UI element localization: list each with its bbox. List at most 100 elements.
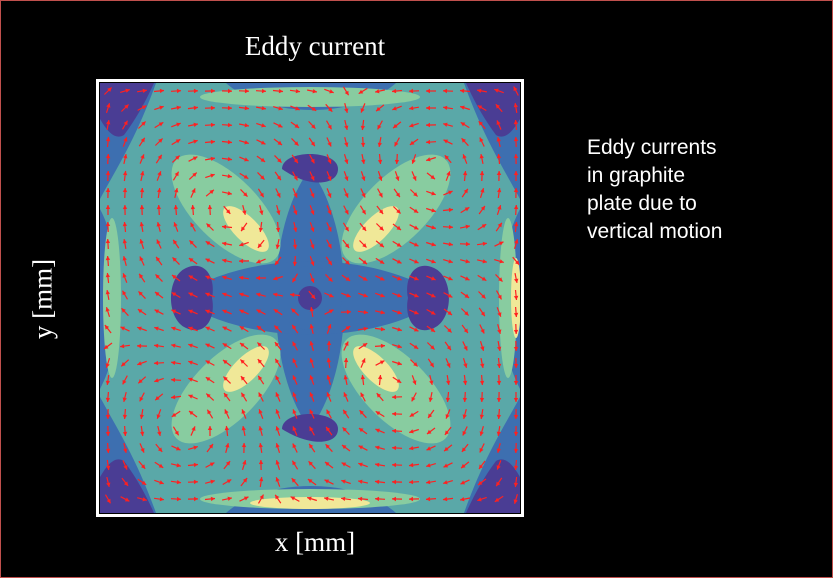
current-arrowhead: [105, 397, 111, 402]
current-arrowhead: [431, 259, 436, 264]
current-arrowhead: [361, 209, 366, 215]
current-arrowhead: [325, 462, 330, 467]
current-arrowhead: [122, 222, 128, 227]
current-arrowhead: [481, 294, 486, 299]
current-arrowhead: [343, 409, 348, 415]
current-arrowhead: [188, 377, 193, 382]
current-arrowhead: [241, 226, 246, 232]
current-arrowhead: [159, 480, 164, 485]
current-arrowhead: [227, 496, 232, 501]
current-arrowhead: [344, 90, 349, 96]
current-arrowhead: [309, 341, 314, 346]
current-arrowhead: [375, 496, 380, 502]
current-arrowhead: [188, 394, 193, 399]
current-arrowhead: [137, 326, 142, 331]
current-arrowhead: [225, 443, 230, 448]
current-arrowhead: [430, 310, 436, 315]
current-arrowhead: [207, 205, 213, 210]
current-arrowhead: [394, 141, 399, 147]
current-arrowhead: [327, 176, 332, 181]
current-arrowhead: [239, 258, 243, 264]
current-arrowhead: [392, 428, 397, 434]
current-arrowhead: [291, 308, 296, 313]
current-arrowhead: [513, 398, 519, 402]
current-arrowhead: [154, 309, 160, 314]
current-arrowhead: [460, 88, 465, 94]
current-arrowhead: [194, 496, 198, 502]
current-arrowhead: [396, 259, 402, 264]
current-arrowhead: [122, 256, 127, 261]
current-arrowhead: [125, 88, 130, 93]
current-arrowhead: [309, 392, 314, 397]
current-arrowhead: [327, 324, 332, 329]
current-arrowhead: [188, 258, 194, 263]
current-arrowhead: [158, 463, 164, 468]
current-arrowhead: [122, 273, 127, 278]
current-arrowhead: [137, 361, 142, 366]
current-arrowhead: [479, 154, 484, 159]
current-arrowhead: [193, 479, 198, 485]
current-arrowhead: [141, 464, 146, 469]
current-arrowhead: [240, 359, 245, 364]
current-arrowhead: [241, 426, 246, 431]
current-arrowhead: [139, 414, 144, 419]
current-arrowhead: [258, 227, 263, 232]
current-arrowhead: [122, 379, 127, 385]
current-arrowhead: [362, 243, 367, 248]
current-arrowhead: [190, 222, 195, 228]
current-arrowhead: [498, 277, 503, 282]
current-arrowhead: [257, 342, 262, 347]
current-arrowhead: [409, 496, 414, 502]
current-arrowhead: [293, 193, 298, 198]
current-arrowhead: [380, 343, 385, 349]
current-arrowhead: [158, 122, 164, 127]
current-arrowhead: [392, 394, 397, 400]
current-arrowhead: [293, 175, 298, 181]
current-arrowhead: [327, 124, 332, 130]
current-arrowhead: [496, 481, 501, 487]
current-arrowhead: [258, 375, 263, 381]
current-arrowhead: [261, 106, 266, 111]
current-arrowhead: [174, 171, 179, 177]
current-arrowhead: [513, 171, 519, 175]
current-arrowhead: [292, 460, 297, 466]
current-arrowhead: [376, 393, 381, 398]
current-arrowhead: [257, 243, 263, 248]
current-arrowhead: [176, 122, 181, 127]
current-arrowhead: [496, 431, 501, 436]
current-arrowhead: [392, 88, 397, 94]
current-arrowhead: [477, 497, 482, 502]
current-arrowhead: [461, 463, 466, 469]
current-arrowhead: [256, 309, 262, 314]
current-arrowhead: [426, 88, 430, 94]
current-arrowhead: [327, 159, 332, 164]
current-arrowhead: [138, 291, 143, 296]
current-arrowhead: [462, 171, 468, 176]
current-arrowhead: [427, 429, 432, 434]
current-arrowhead: [426, 105, 430, 111]
current-arrowhead: [240, 376, 246, 381]
current-arrowhead: [139, 256, 144, 261]
current-arrowhead: [463, 188, 468, 194]
current-arrowhead: [445, 414, 450, 419]
current-arrowhead: [494, 88, 499, 93]
current-arrowhead: [210, 496, 215, 502]
current-arrowhead: [224, 409, 229, 414]
current-arrowhead: [465, 276, 470, 281]
current-arrowhead: [258, 426, 263, 431]
current-arrowhead: [480, 206, 485, 211]
current-arrowhead: [260, 157, 266, 162]
current-arrowhead: [465, 224, 470, 229]
current-arrowhead: [120, 326, 125, 331]
current-arrowhead: [397, 327, 402, 332]
current-arrowhead: [193, 462, 198, 468]
current-arrowhead: [156, 222, 161, 227]
current-arrowhead: [205, 258, 211, 263]
current-arrowhead: [460, 480, 465, 485]
current-arrowhead: [426, 122, 430, 128]
current-arrowhead: [462, 154, 467, 159]
current-arrowhead: [155, 292, 160, 297]
current-arrowhead: [409, 412, 415, 417]
current-arrowhead: [227, 156, 232, 162]
current-arrowhead: [105, 205, 111, 209]
